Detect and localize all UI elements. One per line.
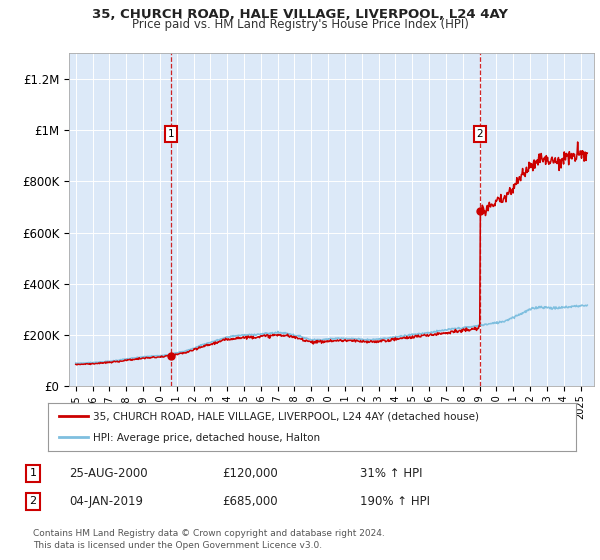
Text: Contains HM Land Registry data © Crown copyright and database right 2024.
This d: Contains HM Land Registry data © Crown c…: [33, 529, 385, 550]
Text: 35, CHURCH ROAD, HALE VILLAGE, LIVERPOOL, L24 4AY (detached house): 35, CHURCH ROAD, HALE VILLAGE, LIVERPOOL…: [93, 412, 479, 422]
Text: 31% ↑ HPI: 31% ↑ HPI: [360, 466, 422, 480]
Text: 1: 1: [167, 129, 174, 139]
Text: £685,000: £685,000: [222, 494, 278, 508]
Text: 04-JAN-2019: 04-JAN-2019: [69, 494, 143, 508]
Text: £120,000: £120,000: [222, 466, 278, 480]
Text: 1: 1: [29, 468, 37, 478]
Text: 25-AUG-2000: 25-AUG-2000: [69, 466, 148, 480]
Text: HPI: Average price, detached house, Halton: HPI: Average price, detached house, Halt…: [93, 433, 320, 443]
Text: 2: 2: [476, 129, 483, 139]
Text: Price paid vs. HM Land Registry's House Price Index (HPI): Price paid vs. HM Land Registry's House …: [131, 18, 469, 31]
Text: 35, CHURCH ROAD, HALE VILLAGE, LIVERPOOL, L24 4AY: 35, CHURCH ROAD, HALE VILLAGE, LIVERPOOL…: [92, 8, 508, 21]
Text: 190% ↑ HPI: 190% ↑ HPI: [360, 494, 430, 508]
Text: 2: 2: [29, 496, 37, 506]
